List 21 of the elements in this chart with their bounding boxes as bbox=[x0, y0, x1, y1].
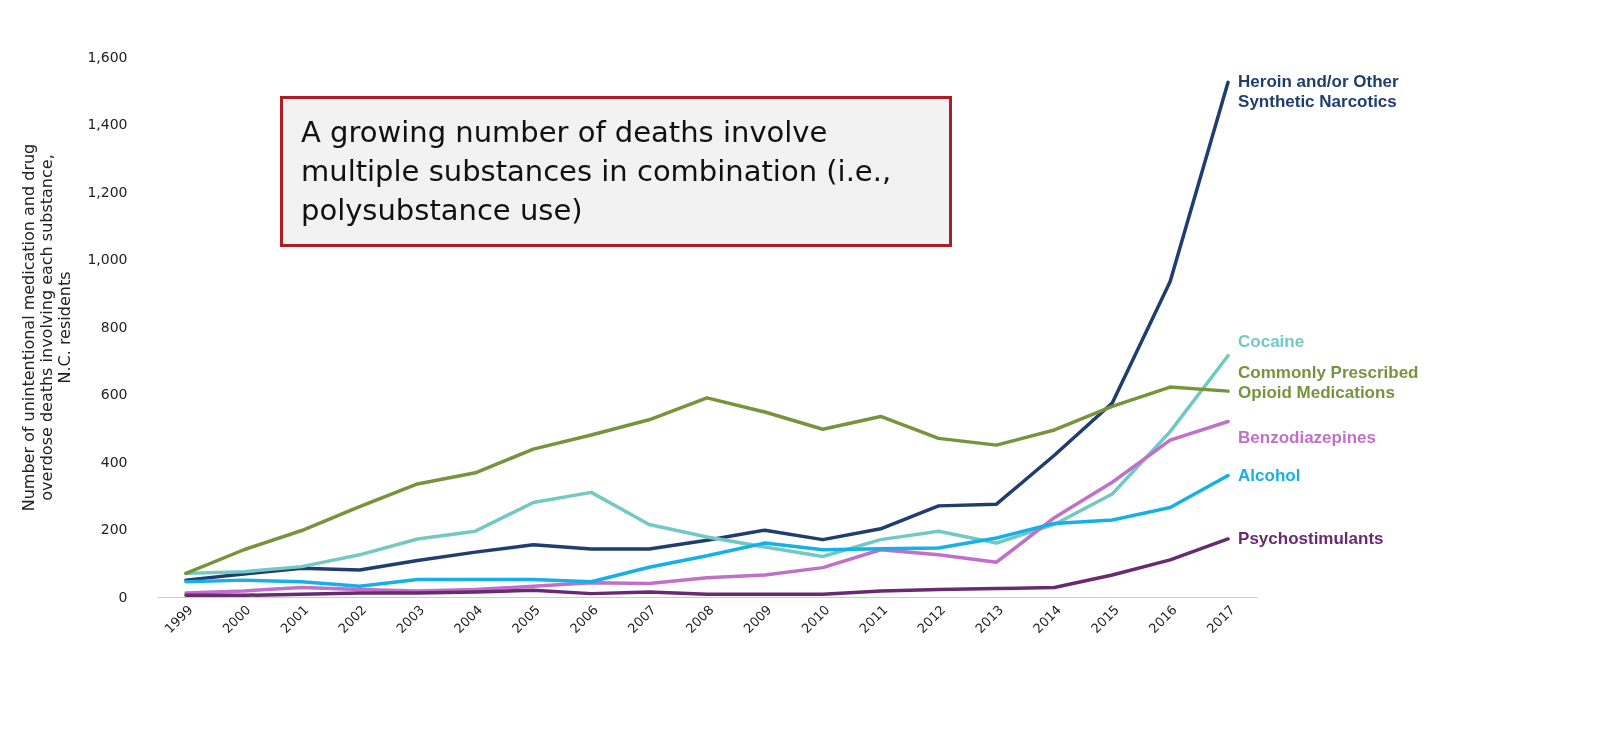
y-tick-label: 1,600 bbox=[87, 48, 128, 65]
y-tick-label: 1,000 bbox=[87, 251, 128, 267]
line-series bbox=[184, 473, 1230, 588]
y-tick-label: 200 bbox=[100, 521, 128, 537]
line-series bbox=[184, 419, 1230, 595]
series-label: Heroin and/or Other Synthetic Narcotics bbox=[1238, 72, 1400, 112]
y-tick-label: 400 bbox=[100, 453, 128, 470]
series-label: Benzodiazepines bbox=[1238, 427, 1376, 447]
series-label: Cocaine bbox=[1238, 331, 1305, 351]
series-label: Psychostimulants bbox=[1238, 528, 1384, 548]
y-tick-label: 1,200 bbox=[87, 183, 128, 200]
annotation: A growing number of deaths involve multiple substances in combination (i.e., polysubstance use) bbox=[280, 96, 952, 248]
series-label: Alcohol bbox=[1238, 465, 1301, 485]
y-tick-label: 0 bbox=[118, 588, 128, 605]
y-tick-label: 600 bbox=[100, 386, 128, 402]
y-axis-title: Number of unintentional medication and drug overdose deaths involving each substance, N.C. residents bbox=[19, 143, 75, 512]
line-series bbox=[184, 537, 1230, 598]
y-tick-label: 800 bbox=[100, 318, 128, 335]
line-series bbox=[184, 80, 1230, 582]
y-tick-label: 1,400 bbox=[87, 116, 128, 132]
series-label: Commonly Prescribed Opioid Medications bbox=[1238, 363, 1419, 403]
